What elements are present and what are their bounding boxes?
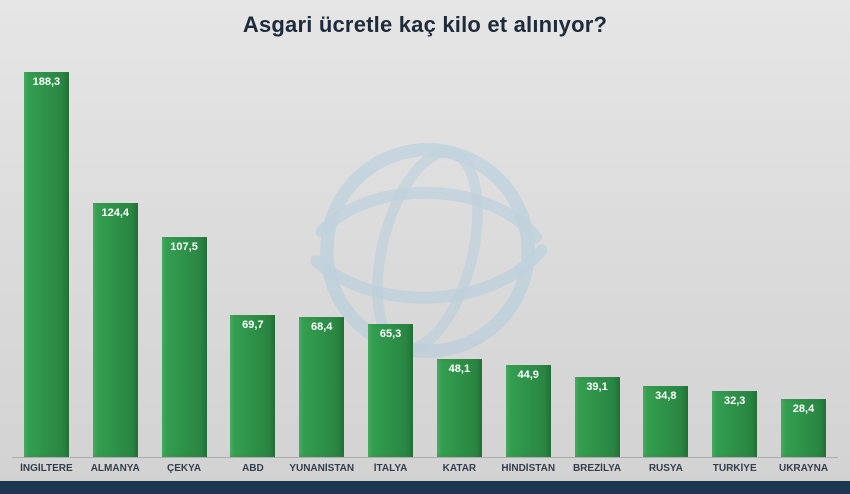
bar-column: 48,1: [425, 72, 494, 457]
bar-column: 124,4: [81, 72, 150, 457]
bar: 188,3: [23, 72, 69, 457]
footer-strip: [0, 481, 850, 494]
bar-column: 69,7: [218, 72, 287, 457]
bar-value-label: 32,3: [723, 394, 746, 407]
bar: 124,4: [92, 202, 138, 457]
bar-column: 28,4: [769, 72, 838, 457]
bar-column: 32,3: [700, 72, 769, 457]
bar-column: 39,1: [563, 72, 632, 457]
category-label: KATAR: [442, 463, 477, 474]
bar: 68,4: [299, 317, 345, 457]
bar: 28,4: [781, 398, 827, 457]
bar: 69,7: [230, 314, 276, 457]
bar-value-label: 48,1: [448, 362, 471, 375]
chart-title: Asgari ücretle kaç kilo et alınıyor?: [242, 12, 608, 37]
bar-value-label: 69,7: [242, 318, 264, 331]
category-label: TÜRKİYE: [712, 463, 757, 474]
bar-column: 44,9: [494, 72, 563, 457]
bar-value-label: 28,4: [792, 402, 815, 415]
category-label: ÇEKYA: [167, 463, 202, 474]
category-label: BREZİLYA: [572, 463, 622, 474]
bar-value-label: 44,9: [517, 369, 539, 382]
bar-column: 65,3: [356, 72, 425, 457]
bar: 34,8: [643, 385, 689, 457]
bar-value-label: 34,8: [655, 389, 677, 402]
bar-value-label: 39,1: [586, 381, 608, 394]
bar: 32,3: [712, 390, 758, 457]
bar: 44,9: [505, 365, 551, 457]
category-label: ALMANYA: [90, 463, 140, 474]
bar-column: 188,3: [12, 72, 81, 457]
bar-column: 34,8: [631, 72, 700, 457]
category-label: RUSYA: [648, 463, 683, 474]
bar-column: 107,5: [150, 72, 219, 457]
category-label: İTALYA: [373, 463, 408, 474]
bar: 48,1: [436, 358, 482, 457]
bar-value-label: 65,3: [379, 327, 402, 340]
bar-value-label: 124,4: [101, 206, 129, 219]
category-label: İNGİLTERE: [20, 463, 73, 474]
category-label: UKRAYNA: [778, 463, 829, 474]
category-label: ABD: [242, 463, 264, 474]
bar-value-label: 107,5: [170, 241, 198, 254]
bar: 65,3: [368, 323, 414, 457]
category-axis: İNGİLTERE ALMANYA ÇEKYA ABD YUNANİSTAN İTALYA…: [12, 463, 838, 474]
bar-value-label: 68,4: [311, 321, 333, 334]
bar-column: 68,4: [287, 72, 356, 457]
bar: 39,1: [574, 377, 620, 457]
category-label: HİNDİSTAN: [501, 463, 556, 474]
category-label: YUNANİSTAN: [289, 463, 355, 474]
bar-value-label: 188,3: [32, 76, 61, 88]
plot-area: 188,3 124,4 107,5 69,7 68,4 65,3 48,1 44,9 39,1 3…: [12, 72, 838, 458]
bar: 107,5: [161, 237, 207, 457]
